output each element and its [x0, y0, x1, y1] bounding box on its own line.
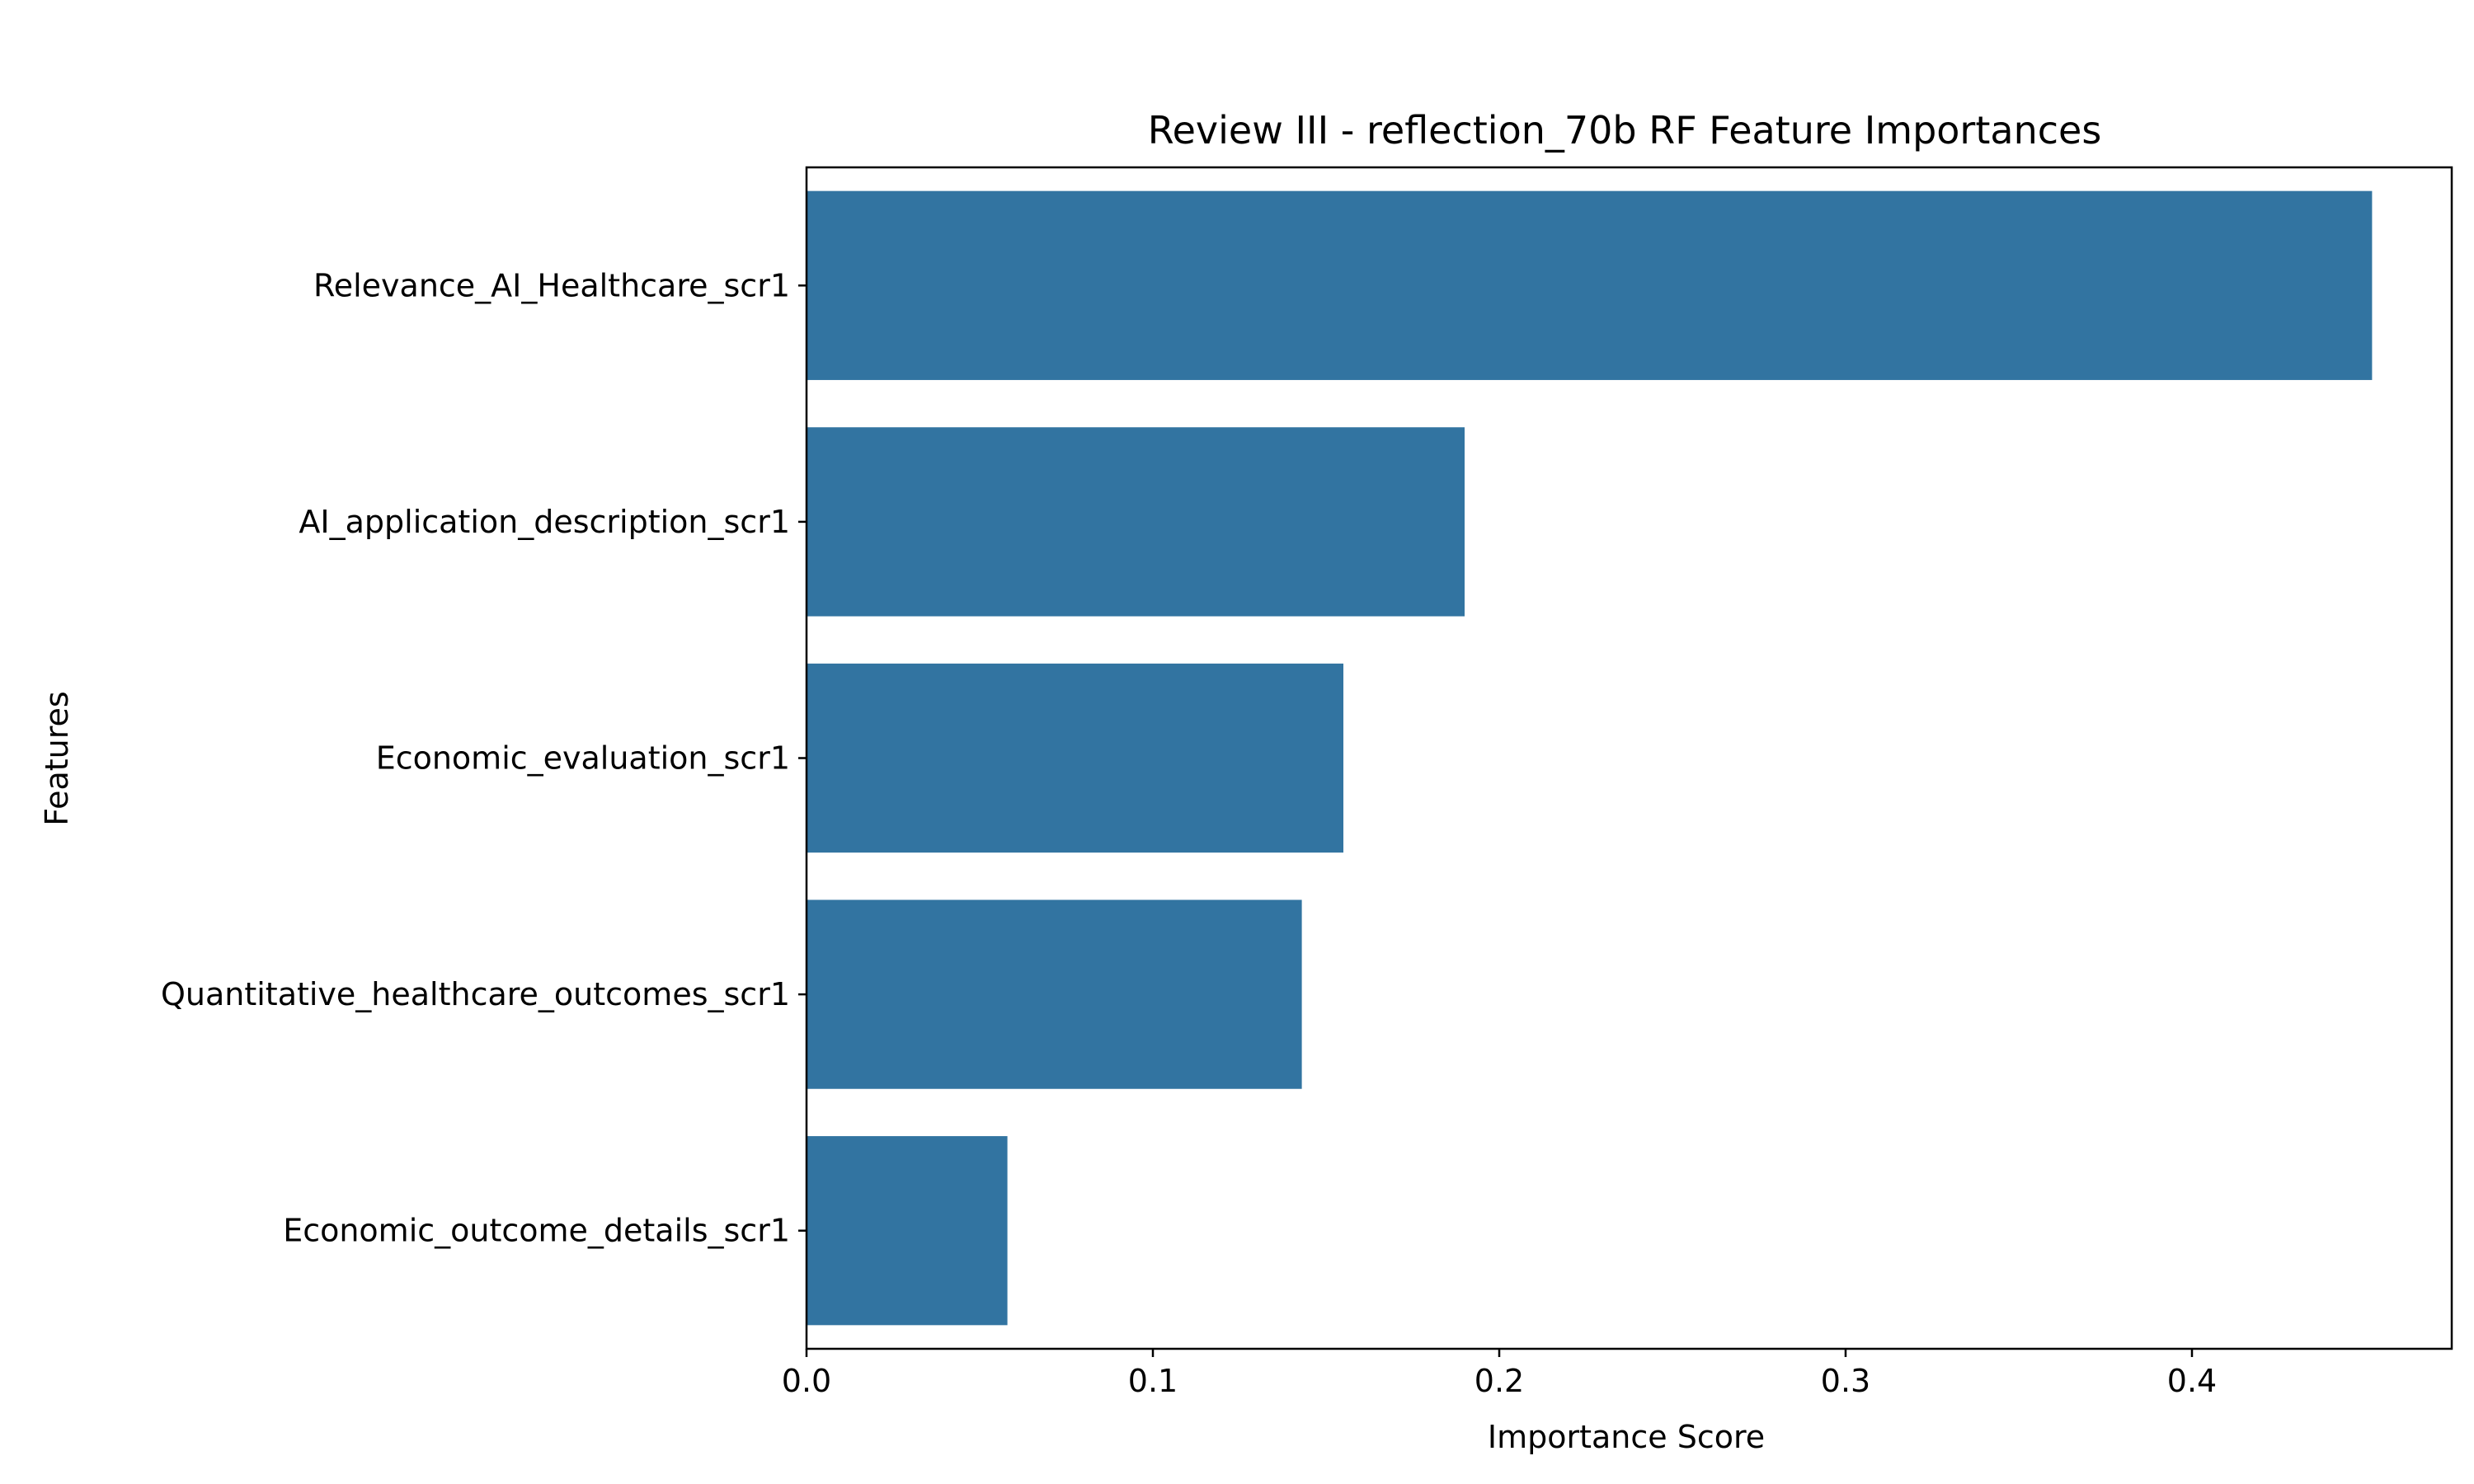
y-tick-label-2: Economic_evaluation_scr1	[376, 740, 790, 777]
bar-0	[807, 191, 2372, 380]
x-tick-label-1: 0.1	[1128, 1363, 1178, 1399]
x-tick-label-2: 0.2	[1475, 1363, 1524, 1399]
bar-1	[807, 427, 1465, 616]
y-axis-title: Features	[39, 691, 75, 825]
chart-title: Review III - reflection_70b RF Feature I…	[1148, 108, 2102, 153]
bar-2	[807, 664, 1343, 852]
x-tick-label-0: 0.0	[782, 1363, 831, 1399]
bar-4	[807, 1136, 1008, 1325]
y-tick-label-1: AI_application_description_scr1	[299, 504, 790, 540]
y-tick-label-4: Economic_outcome_details_scr1	[283, 1213, 790, 1249]
y-tick-label-0: Relevance_AI_Healthcare_scr1	[313, 267, 790, 303]
x-tick-label-3: 0.3	[1821, 1363, 1870, 1399]
bar-3	[807, 899, 1302, 1088]
x-axis-title: Importance Score	[1488, 1419, 1765, 1455]
y-tick-label-3: Quantitative_healthcare_outcomes_scr1	[161, 976, 790, 1012]
x-tick-label-4: 0.4	[2167, 1363, 2217, 1399]
